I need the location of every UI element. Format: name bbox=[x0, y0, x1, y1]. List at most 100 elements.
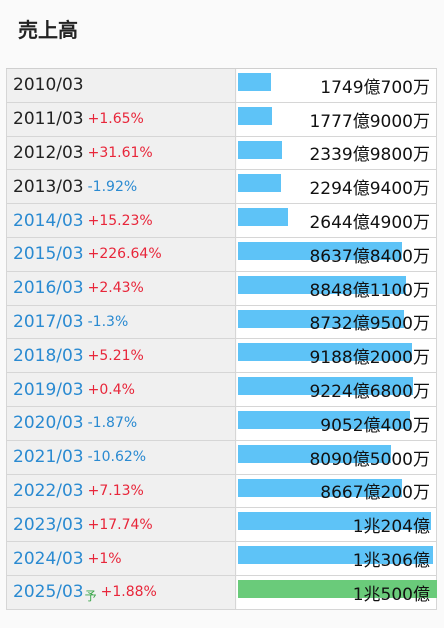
sales-value: 1749億700万 bbox=[320, 77, 430, 98]
fiscal-year-link[interactable]: 2024/03 bbox=[13, 548, 84, 569]
value-bar bbox=[238, 106, 272, 125]
table-row: 2013/03 -1.92% 2294億9400万 bbox=[6, 170, 437, 205]
value-bar bbox=[238, 241, 402, 260]
value-bar bbox=[238, 444, 391, 463]
yoy-change: +226.64% bbox=[87, 246, 162, 263]
table-row: 2020/03 -1.87% 9052億400万 bbox=[6, 406, 437, 441]
sales-value: 8732億9500万 bbox=[309, 314, 430, 335]
value-cell: 8090億5000万 bbox=[237, 440, 436, 474]
sales-value: 9188億2000万 bbox=[309, 348, 430, 369]
yoy-change: +15.23% bbox=[87, 212, 153, 229]
sales-value: 1兆500億 bbox=[352, 584, 430, 605]
fiscal-year-link[interactable]: 2020/03 bbox=[13, 413, 84, 434]
year-cell[interactable]: 2016/03 +2.43% bbox=[7, 271, 236, 305]
forecast-bar bbox=[238, 579, 437, 598]
value-bar bbox=[238, 343, 412, 362]
sales-value: 2339億9800万 bbox=[309, 145, 430, 166]
yoy-change: +7.13% bbox=[87, 482, 144, 499]
value-cell: 8637億8400万 bbox=[237, 237, 436, 271]
fiscal-year-link[interactable]: 2021/03 bbox=[13, 447, 84, 468]
sales-value: 8637億8400万 bbox=[309, 246, 430, 267]
value-cell: 2644億4900万 bbox=[237, 204, 436, 237]
year-cell[interactable]: 2023/03 +17.74% bbox=[7, 508, 236, 542]
sales-value: 2644億4900万 bbox=[309, 213, 430, 234]
table-row: 2015/03 +226.64% 8637億8400万 bbox=[6, 237, 437, 272]
year-cell[interactable]: 2021/03 -10.62% bbox=[7, 440, 236, 474]
year-cell[interactable]: 2015/03 +226.64% bbox=[7, 237, 236, 271]
sales-value: 1777億9000万 bbox=[309, 111, 430, 132]
fiscal-year-link[interactable]: 2016/03 bbox=[13, 278, 84, 299]
value-cell: 8848億1100万 bbox=[237, 271, 436, 305]
value-bar bbox=[238, 174, 281, 193]
value-cell: 9188億2000万 bbox=[237, 339, 436, 373]
fiscal-year-link[interactable]: 2017/03 bbox=[13, 311, 84, 332]
table-row: 2017/03 -1.3% 8732億9500万 bbox=[6, 305, 437, 340]
yoy-change: -1.3% bbox=[87, 313, 129, 330]
year-cell[interactable]: 2024/03 +1% bbox=[7, 542, 236, 575]
value-cell: 1兆500億 bbox=[237, 575, 437, 609]
sales-value: 8848億1100万 bbox=[309, 280, 430, 301]
year-cell: 2012/03 +31.61% bbox=[7, 136, 236, 170]
fiscal-year-link[interactable]: 2014/03 bbox=[13, 210, 84, 231]
sales-value: 8090億5000万 bbox=[309, 449, 430, 470]
fiscal-year-link[interactable]: 2023/03 bbox=[13, 514, 84, 535]
yoy-change: -1.92% bbox=[87, 178, 138, 195]
yoy-change: +2.43% bbox=[87, 280, 144, 297]
fiscal-year-link[interactable]: 2019/03 bbox=[13, 379, 84, 400]
year-cell: 2013/03 -1.92% bbox=[7, 170, 236, 204]
value-bar bbox=[238, 140, 282, 159]
table-row: 2012/03 +31.61% 2339億9800万 bbox=[6, 136, 437, 171]
yoy-change: +1.65% bbox=[87, 111, 144, 128]
year-cell: 2011/03 +1.65% bbox=[7, 102, 236, 136]
value-bar bbox=[238, 73, 271, 91]
table-row: 2010/03 1749億700万 bbox=[6, 69, 437, 103]
value-bar bbox=[238, 208, 288, 227]
table-row: 2019/03 +0.4% 9224億6800万 bbox=[6, 373, 437, 407]
table-row: 2025/03 予 +1.88% 1兆500億 bbox=[6, 575, 437, 610]
value-bar bbox=[238, 512, 431, 531]
fiscal-year-link[interactable]: 2018/03 bbox=[13, 345, 84, 366]
fiscal-year-label: 2013/03 bbox=[13, 176, 84, 197]
value-bar bbox=[238, 410, 410, 429]
value-cell: 8667億200万 bbox=[237, 474, 436, 508]
table-row: 2024/03 +1% 1兆306億 bbox=[6, 542, 437, 576]
fiscal-year-link[interactable]: 2015/03 bbox=[13, 244, 84, 265]
sales-value: 9052億400万 bbox=[320, 415, 430, 436]
forecast-mark: 予 bbox=[84, 588, 97, 603]
year-cell: 2010/03 bbox=[7, 69, 236, 102]
year-cell[interactable]: 2014/03 +15.23% bbox=[7, 204, 236, 237]
year-cell[interactable]: 2025/03 予 +1.88% bbox=[7, 575, 236, 609]
table-row: 2022/03 +7.13% 8667億200万 bbox=[6, 474, 437, 509]
yoy-change: -10.62% bbox=[87, 449, 147, 466]
value-bar bbox=[238, 377, 413, 396]
table-row: 2018/03 +5.21% 9188億2000万 bbox=[6, 339, 437, 374]
table-row: 2014/03 +15.23% 2644億4900万 bbox=[6, 204, 437, 238]
value-cell: 1兆306億 bbox=[237, 542, 436, 575]
fiscal-year-link[interactable]: 2025/03 bbox=[13, 582, 84, 603]
year-cell[interactable]: 2018/03 +5.21% bbox=[7, 339, 236, 373]
year-cell[interactable]: 2017/03 -1.3% bbox=[7, 305, 236, 339]
fiscal-year-label: 2011/03 bbox=[13, 109, 84, 130]
sales-value: 8667億200万 bbox=[320, 483, 430, 504]
sales-value: 1兆306億 bbox=[352, 551, 430, 572]
sales-value: 2294億9400万 bbox=[309, 179, 430, 200]
year-cell[interactable]: 2020/03 -1.87% bbox=[7, 406, 236, 440]
yoy-change: +5.21% bbox=[87, 347, 144, 364]
value-cell: 9052億400万 bbox=[237, 406, 436, 440]
yoy-change: +31.61% bbox=[87, 144, 153, 161]
sales-value: 9224億6800万 bbox=[309, 382, 430, 403]
table-row: 2016/03 +2.43% 8848億1100万 bbox=[6, 271, 437, 306]
year-cell[interactable]: 2022/03 +7.13% bbox=[7, 474, 236, 508]
page-title: 売上高 bbox=[18, 18, 78, 42]
value-cell: 2339億9800万 bbox=[237, 136, 436, 170]
yoy-change: +17.74% bbox=[87, 516, 153, 533]
yoy-change: +0.4% bbox=[87, 381, 135, 398]
fiscal-year-label: 2010/03 bbox=[13, 75, 84, 96]
sales-value: 1兆204億 bbox=[352, 517, 430, 538]
value-cell: 1兆204億 bbox=[237, 508, 436, 542]
year-cell[interactable]: 2019/03 +0.4% bbox=[7, 373, 236, 406]
value-bar bbox=[238, 309, 404, 328]
yoy-change: +1% bbox=[87, 550, 122, 567]
value-cell: 1777億9000万 bbox=[237, 102, 436, 136]
fiscal-year-link[interactable]: 2022/03 bbox=[13, 480, 84, 501]
